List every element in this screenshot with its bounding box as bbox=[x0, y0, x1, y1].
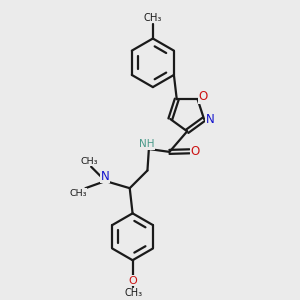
Text: CH₃: CH₃ bbox=[70, 189, 87, 198]
Text: N: N bbox=[100, 170, 109, 183]
Text: O: O bbox=[198, 91, 207, 103]
Text: NH: NH bbox=[139, 139, 154, 149]
Text: O: O bbox=[129, 276, 137, 286]
Text: O: O bbox=[190, 145, 200, 158]
Text: CH₃: CH₃ bbox=[124, 288, 142, 298]
Text: CH₃: CH₃ bbox=[144, 13, 162, 23]
Text: CH₃: CH₃ bbox=[81, 157, 98, 166]
Text: N: N bbox=[206, 112, 215, 126]
